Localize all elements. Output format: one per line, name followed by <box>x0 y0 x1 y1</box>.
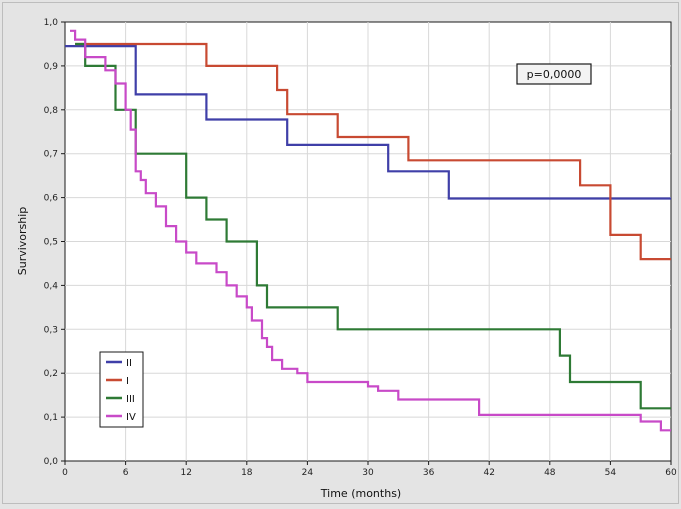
y-tick-label: 0,8 <box>44 106 59 116</box>
y-tick-label: 0,1 <box>44 413 58 423</box>
x-tick-label: 60 <box>665 468 677 478</box>
p-value-box: p=0,0000 <box>516 63 592 85</box>
x-tick-label: 30 <box>362 468 374 478</box>
y-tick-label: 0,2 <box>44 369 58 379</box>
legend-label-i: I <box>126 376 129 387</box>
series-line-iv <box>70 29 671 432</box>
p-value-annotation: p=0,0000 <box>527 68 582 81</box>
x-tick-label: 54 <box>605 468 617 478</box>
x-tick-label: 6 <box>123 468 129 478</box>
axis-ticks: 0 6 12 18 24 30 36 42 48 54 60 0,0 0,1 0,2 0,3 0,4 0,5 0,… <box>44 18 677 478</box>
x-tick-label: 24 <box>302 468 314 478</box>
legend-label-iii: III <box>126 394 135 405</box>
x-tick-label: 42 <box>483 468 494 478</box>
legend-label-ii: II <box>126 358 132 369</box>
x-tick-label: 48 <box>544 468 556 478</box>
series-line-i <box>75 42 671 261</box>
y-tick-label: 1,0 <box>44 18 59 28</box>
survival-chart: 0 6 12 18 24 30 36 42 48 54 60 0,0 0,1 0,2 0,3 0,4 0,5 0,… <box>16 18 677 500</box>
x-tick-label: 0 <box>62 468 68 478</box>
y-tick-label: 0,3 <box>44 325 58 335</box>
series-line-iii <box>75 42 671 410</box>
y-tick-label: 0,9 <box>44 62 59 72</box>
y-tick-label: 0,5 <box>44 238 58 248</box>
y-tick-label: 0,6 <box>44 194 59 204</box>
x-tick-label: 12 <box>180 468 191 478</box>
x-axis-label: Time (months) <box>320 487 401 500</box>
y-tick-label: 0,4 <box>44 281 59 291</box>
legend-label-iv: IV <box>126 412 136 423</box>
series-line-ii <box>65 44 671 200</box>
x-tick-label: 36 <box>423 468 435 478</box>
series-lines <box>65 29 671 432</box>
y-tick-label: 0,7 <box>44 150 58 160</box>
x-tick-label: 18 <box>241 468 253 478</box>
y-tick-label: 0,0 <box>44 457 59 467</box>
y-axis-label: Survivorship <box>16 207 29 276</box>
